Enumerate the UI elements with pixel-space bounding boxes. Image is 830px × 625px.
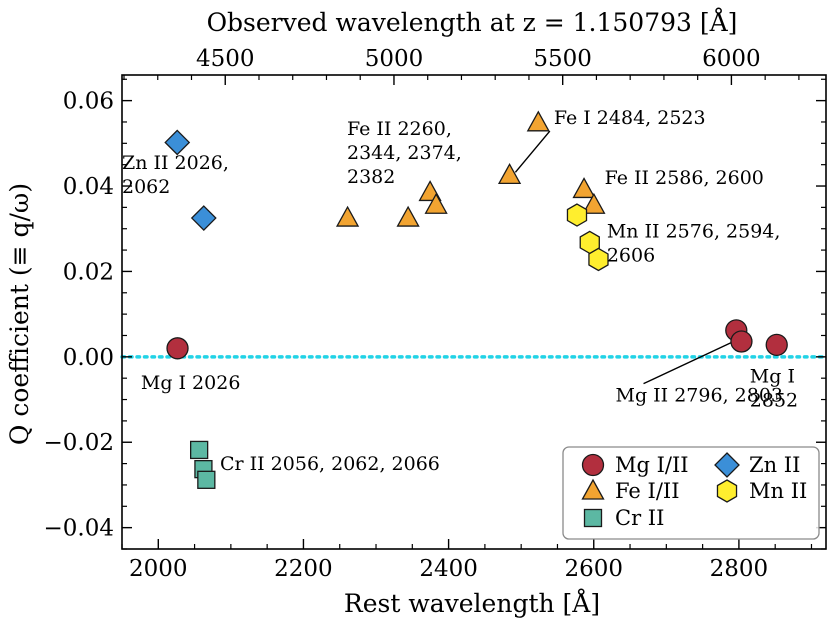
series-mg-i-ii	[166, 319, 788, 360]
y-tick-label: 0.02	[63, 259, 114, 285]
point-cr-ii	[189, 440, 209, 460]
legend-box	[562, 446, 820, 540]
legend-label-cr-ii: Cr II	[615, 506, 664, 530]
legend-marker-cr-ii	[583, 508, 603, 528]
annotation-line: Fe I 2484, 2523	[554, 107, 706, 129]
series-mn-ii	[566, 203, 609, 272]
legend-label-mn-ii: Mn II	[749, 479, 807, 503]
axis-ticks: 2000 2200 2400 2600 2800 −0.04 −0.02 0.00 0.02 0.…	[44, 46, 826, 582]
y-tick-label: −0.04	[44, 516, 114, 542]
annotation-leader-line	[514, 130, 551, 173]
top-tick-label: 5500	[533, 46, 592, 72]
annotation-label: Zn II 2026, 2062	[122, 152, 229, 198]
annotation-line: Fe II 2586, 2600	[605, 167, 764, 189]
x-tick-label: 2600	[564, 556, 623, 582]
y-tick-label: 0.06	[63, 89, 114, 115]
annotation-line: Zn II 2026,	[122, 152, 229, 174]
annotation-line: Mg I 2026	[141, 372, 241, 394]
point-fe-i-ii	[396, 205, 420, 227]
annotation-label: Cr II 2056, 2062, 2066	[220, 453, 440, 475]
annotation-label: Fe II 2586, 2600	[605, 167, 764, 189]
data-points	[164, 110, 788, 489]
series-zn-ii	[164, 129, 217, 231]
annotation-label: Fe II 2260, 2344, 2374, 2382	[347, 118, 462, 188]
point-cr-ii	[197, 470, 216, 489]
line-annotations: Zn II 2026, 2062 Fe II 2260, 2344, 2374, 238…	[122, 107, 798, 475]
top-tick-label: 5000	[365, 46, 424, 72]
annotation-line: 2606	[607, 244, 655, 266]
point-fe-i-ii	[572, 177, 596, 199]
point-mg-i-ii	[765, 333, 788, 357]
legend-marker-mn-ii	[716, 479, 738, 503]
annotation-label: Mg I 2852	[750, 365, 798, 411]
series-fe-i-ii	[335, 110, 606, 227]
point-fe-i-ii	[424, 192, 448, 214]
annotation-leader-line	[643, 342, 732, 385]
annotation-line: Cr II 2056, 2062, 2066	[220, 453, 440, 475]
legend-marker-mg-i-ii	[581, 453, 605, 477]
annotation-line: 2062	[122, 176, 170, 198]
annotation-label: Fe I 2484, 2523	[554, 107, 706, 129]
annotation-line: 2382	[347, 166, 395, 188]
point-mn-ii	[588, 247, 609, 272]
x-tick-label: 2200	[274, 556, 333, 582]
y-tick-label: −0.02	[44, 430, 114, 456]
legend-label-zn-ii: Zn II	[749, 453, 800, 477]
plot-frame	[121, 74, 827, 550]
y-tick-label: 0.00	[63, 345, 114, 371]
point-mn-ii	[566, 203, 588, 227]
point-fe-i-ii	[582, 192, 606, 214]
x-tick-label: 2000	[129, 556, 188, 582]
x-tick-label: 2800	[710, 556, 769, 582]
top-axis-title: Observed wavelength at z = 1.150793 [Å]	[207, 7, 738, 37]
annotation-line: 2852	[750, 389, 798, 411]
point-zn-ii	[164, 129, 191, 156]
point-zn-ii	[190, 205, 217, 231]
series-cr-ii	[189, 440, 216, 489]
point-mg-i-ii	[166, 337, 189, 360]
legend-marker-fe-i-ii	[581, 478, 605, 500]
annotation-line: Fe II 2260,	[347, 118, 452, 140]
top-tick-label: 6000	[702, 46, 761, 72]
annotation-line: Mg I	[750, 365, 795, 387]
x-axis-title: Rest wavelength [Å]	[344, 588, 600, 618]
point-fe-i-ii	[497, 163, 522, 185]
annotation-label: Mn II 2576, 2594, 2606	[607, 220, 781, 266]
y-axis-title: Q coefficient (≡ q/ω)	[5, 183, 34, 445]
legend-label-fe-i-ii: Fe I/II	[615, 479, 680, 503]
x-tick-label: 2400	[419, 556, 478, 582]
annotation-line: Mn II 2576, 2594,	[607, 220, 781, 242]
point-fe-i-ii	[526, 110, 550, 132]
annotation-label: Mg II 2796, 2803	[616, 385, 784, 407]
point-fe-i-ii	[335, 205, 360, 227]
annotation-line: Mg II 2796, 2803	[616, 385, 784, 407]
legend-label-mg-i-ii: Mg I/II	[615, 453, 689, 477]
y-tick-label: 0.04	[63, 174, 114, 200]
annotation-line: 2344, 2374,	[347, 142, 462, 164]
annotation-label: Mg I 2026	[141, 372, 241, 394]
top-tick-label: 4500	[196, 46, 255, 72]
point-mg-i-ii	[730, 330, 753, 353]
annotation-leaders	[514, 130, 732, 385]
legend-marker-zn-ii	[714, 452, 740, 478]
legend: Mg I/II Zn II Fe I/II Mn II Cr II	[562, 446, 820, 540]
